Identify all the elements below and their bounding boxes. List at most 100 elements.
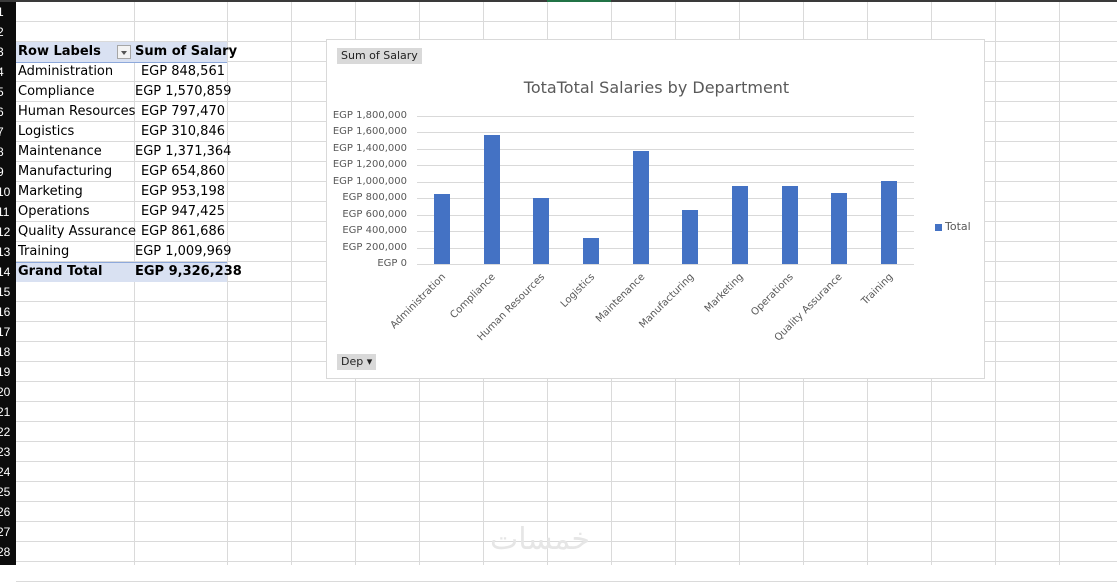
row-number[interactable]: 27: [0, 525, 11, 539]
y-gridline: [417, 149, 914, 150]
pivot-row-value[interactable]: EGP 861,686: [140, 224, 225, 239]
row-number[interactable]: 23: [0, 445, 11, 459]
y-gridline: [417, 215, 914, 216]
pivot-row-label[interactable]: Compliance: [18, 84, 95, 99]
pivot-row-label[interactable]: Human Resources: [18, 104, 136, 119]
grand-total-value[interactable]: EGP 9,326,238: [135, 264, 242, 279]
pivot-row-value[interactable]: EGP 1,570,859: [135, 84, 232, 99]
y-axis-tick-label: EGP 1,600,000: [332, 126, 407, 137]
pivot-row-value[interactable]: EGP 1,371,364: [135, 144, 232, 159]
row-number[interactable]: 3: [0, 45, 4, 59]
row-number[interactable]: 14: [0, 265, 11, 279]
row-number[interactable]: 9: [0, 165, 4, 179]
y-axis-tick-label: EGP 400,000: [342, 225, 407, 236]
bar-operations[interactable]: [782, 186, 798, 264]
row-number[interactable]: 13: [0, 245, 11, 259]
y-gridline: [417, 231, 914, 232]
pivot-row-label[interactable]: Operations: [18, 204, 90, 219]
pivot-row-label[interactable]: Marketing: [18, 184, 83, 199]
row-number[interactable]: 26: [0, 505, 11, 519]
row-number[interactable]: 25: [0, 485, 11, 499]
pivot-row-label[interactable]: Training: [18, 244, 70, 259]
pivot-row-value[interactable]: EGP 848,561: [140, 64, 225, 79]
y-axis-tick-label: EGP 1,000,000: [332, 176, 407, 187]
row-gridline: [16, 501, 1117, 502]
y-axis-tick-label: EGP 1,800,000: [332, 110, 407, 121]
row-number[interactable]: 8: [0, 145, 4, 159]
row-number[interactable]: 7: [0, 125, 4, 139]
row-number[interactable]: 10: [0, 185, 11, 199]
x-axis-category-label: Logistics: [558, 271, 597, 310]
row-number[interactable]: 2: [0, 25, 4, 39]
y-axis-tick-label: EGP 600,000: [342, 209, 407, 220]
pivot-row-label[interactable]: Maintenance: [18, 144, 102, 159]
bar-human-resources[interactable]: [533, 198, 549, 264]
y-gridline: [417, 264, 914, 265]
column-gridline: [134, 2, 135, 565]
active-column-indicator: [547, 0, 611, 2]
pivot-chart[interactable]: Sum of Salary TotaTotal Salaries by Depa…: [326, 39, 985, 379]
row-number[interactable]: 22: [0, 425, 11, 439]
row-number[interactable]: 21: [0, 405, 11, 419]
pivot-row-value[interactable]: EGP 1,009,969: [135, 244, 232, 259]
bar-training[interactable]: [881, 181, 897, 264]
bar-quality-assurance[interactable]: [831, 193, 847, 264]
pivot-sum-header[interactable]: Sum of Salary: [135, 44, 238, 59]
row-number[interactable]: 16: [0, 305, 11, 319]
y-axis-tick-label: EGP 200,000: [342, 242, 407, 253]
pivot-row-value[interactable]: EGP 947,425: [140, 204, 225, 219]
row-gridline: [16, 421, 1117, 422]
bar-marketing[interactable]: [732, 186, 748, 264]
grand-total-label[interactable]: Grand Total: [18, 264, 103, 279]
bar-administration[interactable]: [434, 194, 450, 264]
pivot-total-row: [16, 262, 227, 282]
row-number[interactable]: 12: [0, 225, 11, 239]
row-number[interactable]: 18: [0, 345, 11, 359]
pivot-row-label[interactable]: Manufacturing: [18, 164, 113, 179]
row-number[interactable]: 17: [0, 325, 11, 339]
bar-compliance[interactable]: [484, 135, 500, 264]
row-number[interactable]: 15: [0, 285, 11, 299]
bar-manufacturing[interactable]: [682, 210, 698, 264]
row-number[interactable]: 20: [0, 385, 11, 399]
row-gridline: [16, 461, 1117, 462]
pivot-row-label[interactable]: Administration: [18, 64, 114, 79]
row-header-column[interactable]: 1234567891011121314151617181920212223242…: [0, 2, 16, 565]
y-axis-tick-label: EGP 0: [377, 258, 407, 269]
bar-logistics[interactable]: [583, 238, 599, 264]
row-number[interactable]: 24: [0, 465, 11, 479]
row-number[interactable]: 1: [0, 5, 4, 19]
y-gridline: [417, 132, 914, 133]
column-gridline: [995, 2, 996, 565]
row-number[interactable]: 4: [0, 65, 4, 79]
pivot-row-labels-header[interactable]: Row Labels: [18, 44, 101, 59]
row-number[interactable]: 11: [0, 205, 10, 219]
y-gridline: [417, 182, 914, 183]
y-gridline: [417, 248, 914, 249]
row-number[interactable]: 19: [0, 365, 11, 379]
pivot-row-value[interactable]: EGP 797,470: [140, 104, 225, 119]
pivot-row-value[interactable]: EGP 953,198: [140, 184, 225, 199]
legend-swatch-icon: [935, 223, 942, 231]
row-gridline: [16, 521, 1117, 522]
x-axis-category-label: Training: [859, 271, 895, 308]
y-axis-tick-label: EGP 800,000: [342, 192, 407, 203]
pivot-row-value[interactable]: EGP 310,846: [140, 124, 225, 139]
chart-legend[interactable]: Total: [935, 220, 971, 233]
row-gridline: [16, 561, 1117, 562]
dep-field-button[interactable]: Dep ▾: [337, 354, 377, 370]
pivot-row-value[interactable]: EGP 654,860: [140, 164, 225, 179]
legend-label: Total: [945, 220, 971, 233]
pivot-row-label[interactable]: Logistics: [18, 124, 75, 139]
x-axis-category-label: Operations: [749, 271, 796, 319]
row-gridline: [16, 481, 1117, 482]
row-number[interactable]: 5: [0, 85, 4, 99]
row-labels-filter-button[interactable]: [117, 45, 131, 59]
column-gridline: [227, 2, 228, 565]
pivot-row-label[interactable]: Quality Assurance: [18, 224, 136, 239]
row-number[interactable]: 6: [0, 105, 4, 119]
chart-title[interactable]: TotaTotal Salaries by Department: [523, 78, 790, 97]
row-number[interactable]: 28: [0, 545, 11, 559]
sum-of-salary-field-button[interactable]: Sum of Salary: [337, 48, 422, 64]
bar-maintenance[interactable]: [633, 151, 649, 264]
